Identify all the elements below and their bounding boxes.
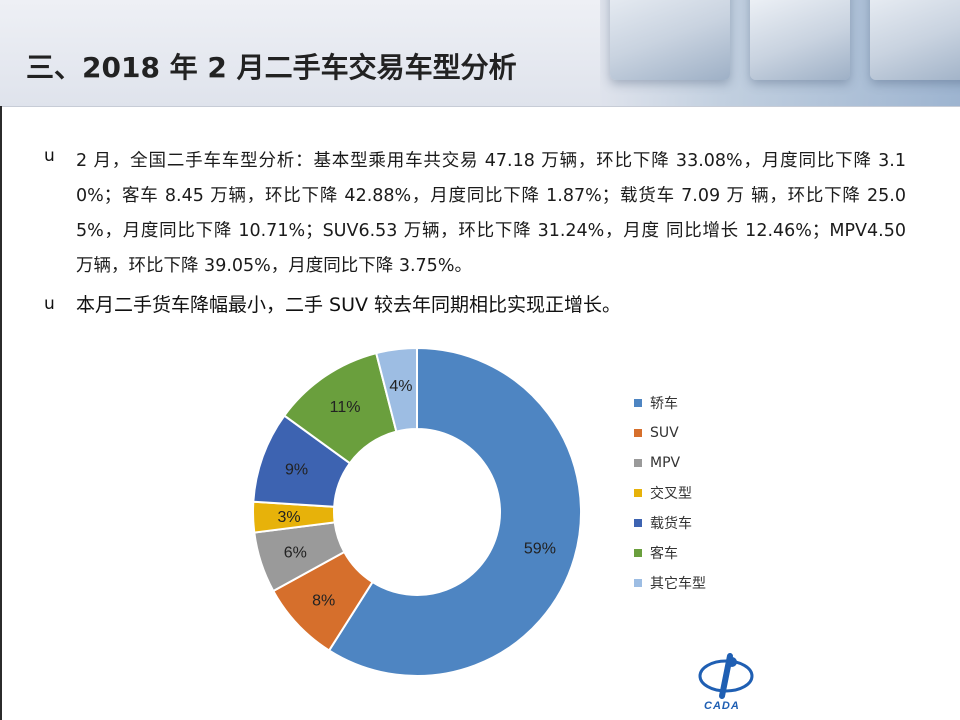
legend-item: 交叉型 — [634, 478, 706, 508]
chart-legend: 轿车 SUV MPV 交叉型载货车客车其它车型 — [634, 388, 706, 598]
svg-text:CADA: CADA — [704, 700, 740, 712]
slice-label-3: 6% — [284, 545, 307, 562]
legend-swatch — [634, 519, 642, 527]
legend-label: MPV — [650, 455, 681, 471]
bullet-list: u 2 月，全国二手车车型分析：基本型乘用车共交易 47.18 万辆，环比下降 … — [44, 144, 914, 318]
legend-label: 载货车 — [650, 516, 692, 532]
header-decoration — [600, 0, 960, 106]
bullet-item: u 2 月，全国二手车车型分析：基本型乘用车共交易 47.18 万辆，环比下降 … — [44, 144, 914, 284]
legend-item: 客车 — [634, 538, 706, 568]
legend-label: 客车 — [650, 546, 678, 562]
legend-swatch — [634, 579, 642, 587]
legend-item: MPV — [634, 448, 706, 478]
legend-swatch — [634, 459, 642, 467]
slice-label-5: 9% — [285, 462, 308, 479]
paragraph-summary: 本月二手货车降幅最小，二手 SUV 较去年同期相比实现正增长。 — [76, 294, 622, 316]
bullet-marker: u — [44, 146, 55, 166]
legend-label: 其它车型 — [650, 576, 706, 592]
legend-item: 轿车 — [634, 388, 706, 418]
legend-swatch — [634, 489, 642, 497]
legend-swatch — [634, 429, 642, 437]
chart-data-labels: 59% 8% 6% 3% 9% 11% 4% — [278, 378, 556, 610]
cada-logo: CADA — [698, 653, 754, 712]
slice-label-7: 4% — [389, 378, 412, 395]
donut-chart: 59% 8% 6% 3% 9% 11% 4% — [252, 346, 582, 677]
legend-item: SUV — [634, 418, 706, 448]
legend-item: 载货车 — [634, 508, 706, 538]
slice-7 — [374, 346, 418, 433]
page-title: 三、2018 年 2 月二手车交易车型分析 — [26, 51, 517, 84]
legend-label: 轿车 — [650, 396, 678, 412]
legend-label: 交叉型 — [650, 486, 692, 502]
legend-item: 其它车型 — [634, 568, 706, 598]
slice-label-1: 59% — [524, 541, 556, 558]
slice-label-4: 3% — [278, 509, 301, 526]
slice-1 — [327, 346, 582, 677]
slice-label-2: 8% — [312, 593, 335, 610]
left-border — [0, 106, 2, 720]
slide-header: 三、2018 年 2 月二手车交易车型分析 — [0, 0, 960, 107]
bullet-item: u 本月二手货车降幅最小，二手 SUV 较去年同期相比实现正增长。 — [44, 292, 914, 318]
slice-label-6: 11% — [330, 399, 361, 416]
legend-label: SUV — [650, 425, 679, 441]
legend-swatch — [634, 399, 642, 407]
chart-slices — [252, 346, 582, 677]
legend-swatch — [634, 549, 642, 557]
bullet-marker: u — [44, 294, 55, 314]
paragraph-vehicle-analysis: 2 月，全国二手车车型分析：基本型乘用车共交易 47.18 万辆，环比下降 33… — [76, 151, 906, 276]
